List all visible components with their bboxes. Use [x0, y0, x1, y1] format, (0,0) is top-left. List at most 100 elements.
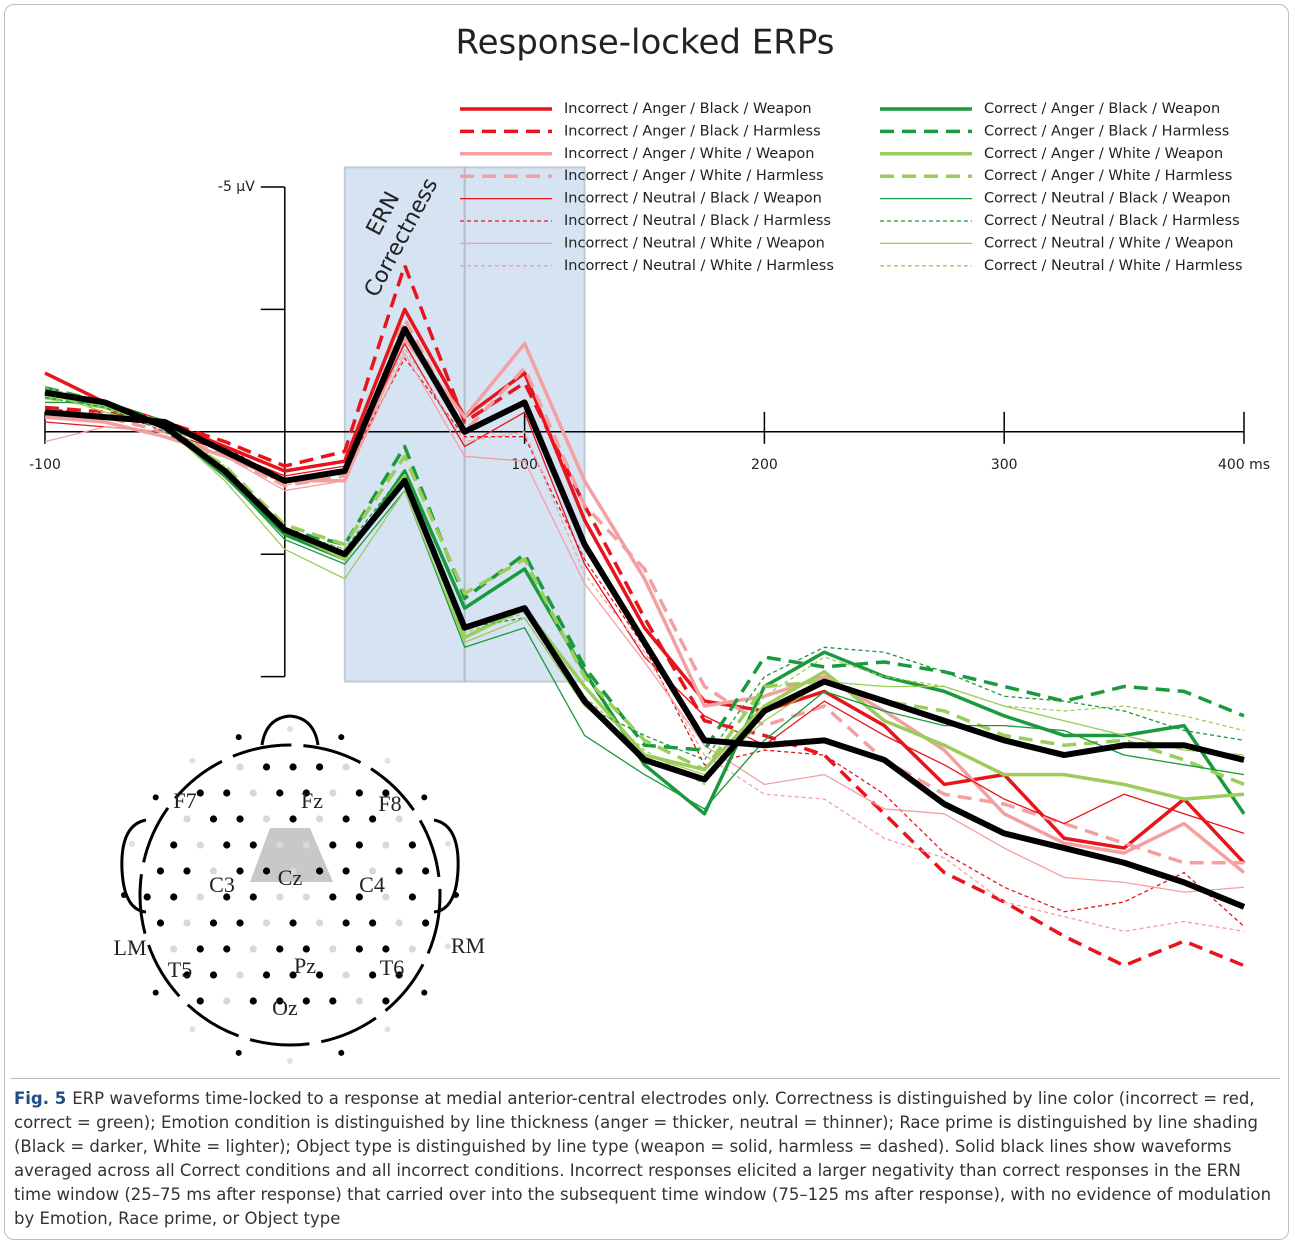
electrode — [170, 841, 178, 849]
caption: Fig. 5 ERP waveforms time-locked to a res… — [10, 1078, 1280, 1231]
electrode — [152, 794, 159, 801]
electrode — [355, 997, 363, 1005]
legend-label: Correct / Anger / White / Harmless — [984, 168, 1232, 184]
series-line — [44, 263, 1245, 968]
electrode — [276, 789, 284, 797]
electrode — [262, 815, 271, 823]
legend-label: Incorrect / Anger / White / Weapon — [564, 146, 814, 162]
electrode — [189, 1026, 196, 1033]
electrode — [209, 971, 218, 979]
series-line — [44, 352, 1245, 893]
electrode — [302, 841, 310, 849]
electrode — [384, 757, 391, 764]
electrode — [408, 893, 416, 901]
electrode — [369, 815, 377, 823]
x-tick-label: 400 ms — [1218, 457, 1270, 473]
electrode — [156, 919, 165, 927]
electrode — [302, 997, 310, 1005]
series-line — [45, 401, 1245, 810]
electrode — [289, 763, 297, 771]
electrode — [289, 971, 297, 979]
legend-label: Correct / Neutral / Black / Weapon — [984, 191, 1231, 207]
x-tick-label: 300 — [991, 457, 1018, 473]
electrode-label: Oz — [272, 995, 298, 1020]
electrode-label: LM — [114, 935, 147, 960]
electrode — [287, 1058, 293, 1064]
head-ear — [120, 818, 147, 914]
electrode — [249, 841, 257, 849]
electrode — [183, 919, 191, 927]
electrode — [338, 1049, 345, 1056]
electrode — [223, 789, 231, 797]
average-line — [44, 389, 1245, 783]
electrode-label: Cz — [278, 865, 303, 890]
legend-label: Correct / Anger / Black / Harmless — [984, 123, 1229, 139]
electrode — [156, 867, 165, 875]
legend-label: Incorrect / Anger / Black / Weapon — [564, 101, 812, 117]
electrode — [196, 789, 204, 797]
electrode — [235, 734, 242, 741]
electrode-label: Fz — [301, 788, 323, 813]
caption-text: ERP waveforms time-locked to a response … — [14, 1089, 1272, 1228]
electrode — [183, 815, 191, 823]
electrode — [223, 997, 231, 1005]
electrode — [262, 919, 271, 927]
electrode — [422, 919, 430, 927]
electrode — [329, 893, 337, 901]
electrode — [302, 945, 310, 953]
electrode — [170, 893, 178, 901]
caption-label: Fig. 5 — [14, 1089, 67, 1108]
electrode — [183, 867, 191, 875]
electrode — [209, 919, 218, 927]
figure-frame — [4, 4, 1289, 1240]
electrode — [315, 919, 324, 927]
electrode — [189, 757, 196, 764]
electrode — [249, 789, 257, 797]
x-tick-label: 200 — [751, 457, 778, 473]
series-line — [44, 347, 1245, 932]
legend-label: Correct / Anger / Black / Weapon — [984, 101, 1220, 117]
electrode-label: Pz — [294, 953, 316, 978]
electrode — [302, 789, 310, 797]
electrode — [276, 893, 284, 901]
electrode — [315, 971, 324, 979]
series-line — [44, 395, 1245, 787]
head-nose — [260, 714, 320, 746]
electrode — [129, 943, 136, 950]
head-map: F7 Fz F8 C3 Cz C4 LM T5 Pz T6 RM Oz — [114, 714, 485, 1064]
electrode — [249, 893, 257, 901]
electrode — [152, 989, 159, 996]
electrode — [342, 763, 350, 771]
electrode — [444, 840, 451, 847]
electrode — [395, 815, 403, 823]
legend-label: Correct / Anger / White / Weapon — [984, 146, 1223, 162]
electrode — [329, 841, 337, 849]
electrode — [315, 815, 324, 823]
legend-label: Incorrect / Neutral / White / Weapon — [564, 235, 825, 251]
electrode — [395, 971, 403, 979]
electrode — [276, 841, 284, 849]
x-tick-label: 100 — [511, 457, 538, 473]
electrode — [408, 945, 416, 953]
electrode — [209, 815, 218, 823]
electrode — [342, 971, 350, 979]
electrode — [315, 763, 324, 771]
series-line — [44, 387, 1245, 786]
region-highlight — [250, 828, 333, 882]
legend-label: Incorrect / Anger / Black / Harmless — [564, 123, 821, 139]
electrode — [183, 971, 191, 979]
electrode — [289, 867, 297, 875]
electrode — [235, 1049, 242, 1056]
electrode — [355, 789, 363, 797]
legend-label: Incorrect / Neutral / Black / Harmless — [564, 213, 831, 229]
electrode-label: F8 — [378, 791, 401, 816]
x-tick-label: -100 — [29, 457, 61, 473]
electrode — [315, 867, 324, 875]
series-line — [44, 317, 1244, 865]
electrode — [196, 945, 204, 953]
electrode — [355, 893, 363, 901]
electrode — [342, 919, 350, 927]
electrode-label: C3 — [209, 872, 235, 897]
electrode — [287, 726, 293, 732]
series-line — [44, 307, 1246, 864]
